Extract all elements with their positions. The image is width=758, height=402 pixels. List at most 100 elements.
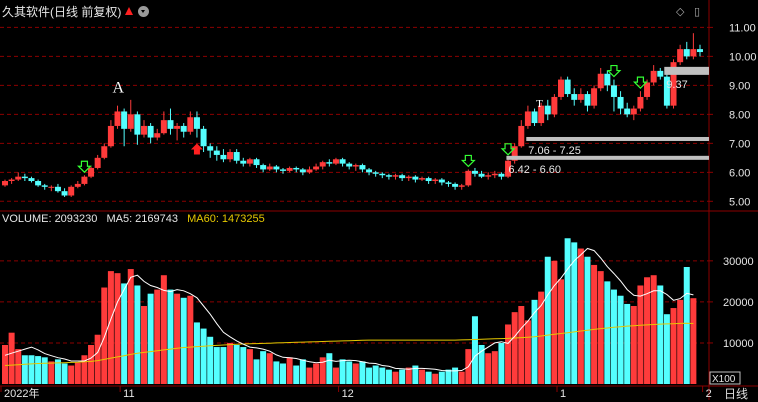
volume-bar — [94, 334, 101, 384]
candle — [147, 123, 154, 144]
volume-bar — [604, 281, 611, 384]
period-button-daily[interactable]: 日线 — [723, 387, 748, 401]
dropdown-circle-icon[interactable] — [138, 5, 150, 17]
volume-bar — [352, 363, 359, 384]
red-up-arrow-icon[interactable] — [125, 7, 134, 15]
volume-bar — [385, 369, 392, 384]
volume-bar — [677, 299, 684, 384]
sell-signal-arrow-icon — [190, 143, 203, 155]
volume-tick-label: 30000 — [723, 256, 754, 268]
candle — [657, 67, 664, 80]
volume-bar — [187, 295, 194, 384]
candle — [491, 170, 498, 179]
candle-body — [604, 73, 611, 86]
candle-body — [28, 178, 35, 182]
buy-signal-arrow-icon — [606, 64, 622, 78]
candle — [160, 111, 167, 135]
candle-body — [359, 165, 366, 170]
volume-bar — [405, 367, 412, 384]
candle — [134, 111, 141, 145]
candle — [88, 166, 95, 179]
volume-bar — [68, 365, 75, 384]
x100-label: X100 — [712, 374, 736, 385]
volume-bar — [511, 312, 518, 384]
volume-bar — [551, 260, 558, 384]
volume-bar — [637, 285, 644, 384]
candle — [465, 169, 472, 187]
candle — [425, 176, 432, 184]
candle-body — [187, 117, 194, 132]
candle-body — [227, 152, 234, 160]
candle-body — [445, 182, 452, 184]
candle-body — [174, 125, 181, 129]
volume-bar — [610, 289, 617, 384]
candle — [81, 175, 88, 186]
volume-bar — [88, 345, 95, 384]
candle — [366, 167, 373, 176]
volume-bar — [266, 353, 273, 384]
volume-bar — [28, 355, 35, 384]
price-tick-label: 8.00 — [729, 109, 750, 121]
volume-bar — [432, 373, 439, 384]
candle-body — [630, 108, 637, 115]
last-price-label: 9.37 — [666, 79, 687, 91]
candle-body — [101, 146, 108, 158]
volume-bar — [359, 361, 366, 384]
candle — [610, 79, 617, 112]
volume-bar — [591, 264, 598, 384]
volume-bar — [564, 238, 571, 384]
window-icon[interactable]: ▯ — [694, 6, 701, 18]
volume-bar — [193, 322, 200, 384]
candle — [286, 166, 293, 173]
candle-body — [524, 111, 531, 126]
volume-bar — [233, 345, 240, 384]
candle-body — [637, 96, 644, 109]
candle-body — [584, 94, 591, 106]
candle-body — [392, 175, 399, 177]
candle-body — [597, 73, 604, 89]
volume-bar — [213, 347, 220, 384]
volume-tick-label: 20000 — [723, 297, 754, 309]
candle-body — [471, 170, 478, 174]
candle — [379, 172, 386, 179]
candle-body — [419, 178, 425, 180]
price-tick-label: 9.00 — [729, 80, 750, 92]
candle-body — [134, 114, 141, 135]
candle-body — [233, 152, 240, 161]
candle-body — [180, 125, 187, 132]
volume-bar — [544, 256, 551, 384]
candle-body — [41, 185, 48, 187]
diamond-icon[interactable]: ◇ — [676, 6, 685, 18]
candle — [359, 163, 366, 173]
candle-body — [167, 120, 174, 129]
price-band-bar — [506, 155, 709, 160]
volume-bar — [260, 351, 267, 384]
candle-body — [280, 169, 286, 171]
candle-body — [491, 173, 498, 176]
volume-bar — [597, 271, 604, 384]
candle-body — [677, 49, 684, 63]
volume-bar — [81, 355, 88, 384]
candle-body — [339, 159, 346, 164]
volume-bar — [2, 345, 8, 384]
chart-annotation: T — [536, 98, 543, 110]
candle-body — [240, 160, 247, 164]
candle-body — [650, 70, 657, 83]
candle-body — [399, 175, 406, 179]
volume-bar — [220, 347, 227, 384]
volume-bar — [313, 363, 320, 384]
candle — [412, 175, 419, 183]
candle-body — [366, 169, 373, 173]
volume-bar — [445, 369, 452, 384]
candle — [385, 173, 392, 180]
candle — [339, 157, 346, 167]
volume-bar — [54, 359, 61, 384]
candlestick-series — [2, 33, 703, 197]
volume-bar — [107, 271, 114, 384]
candle-body — [207, 146, 214, 151]
volume-bar — [154, 289, 161, 384]
candle — [220, 149, 227, 163]
x-tick-label: 2022年 — [4, 386, 39, 400]
volume-bar — [392, 371, 399, 384]
